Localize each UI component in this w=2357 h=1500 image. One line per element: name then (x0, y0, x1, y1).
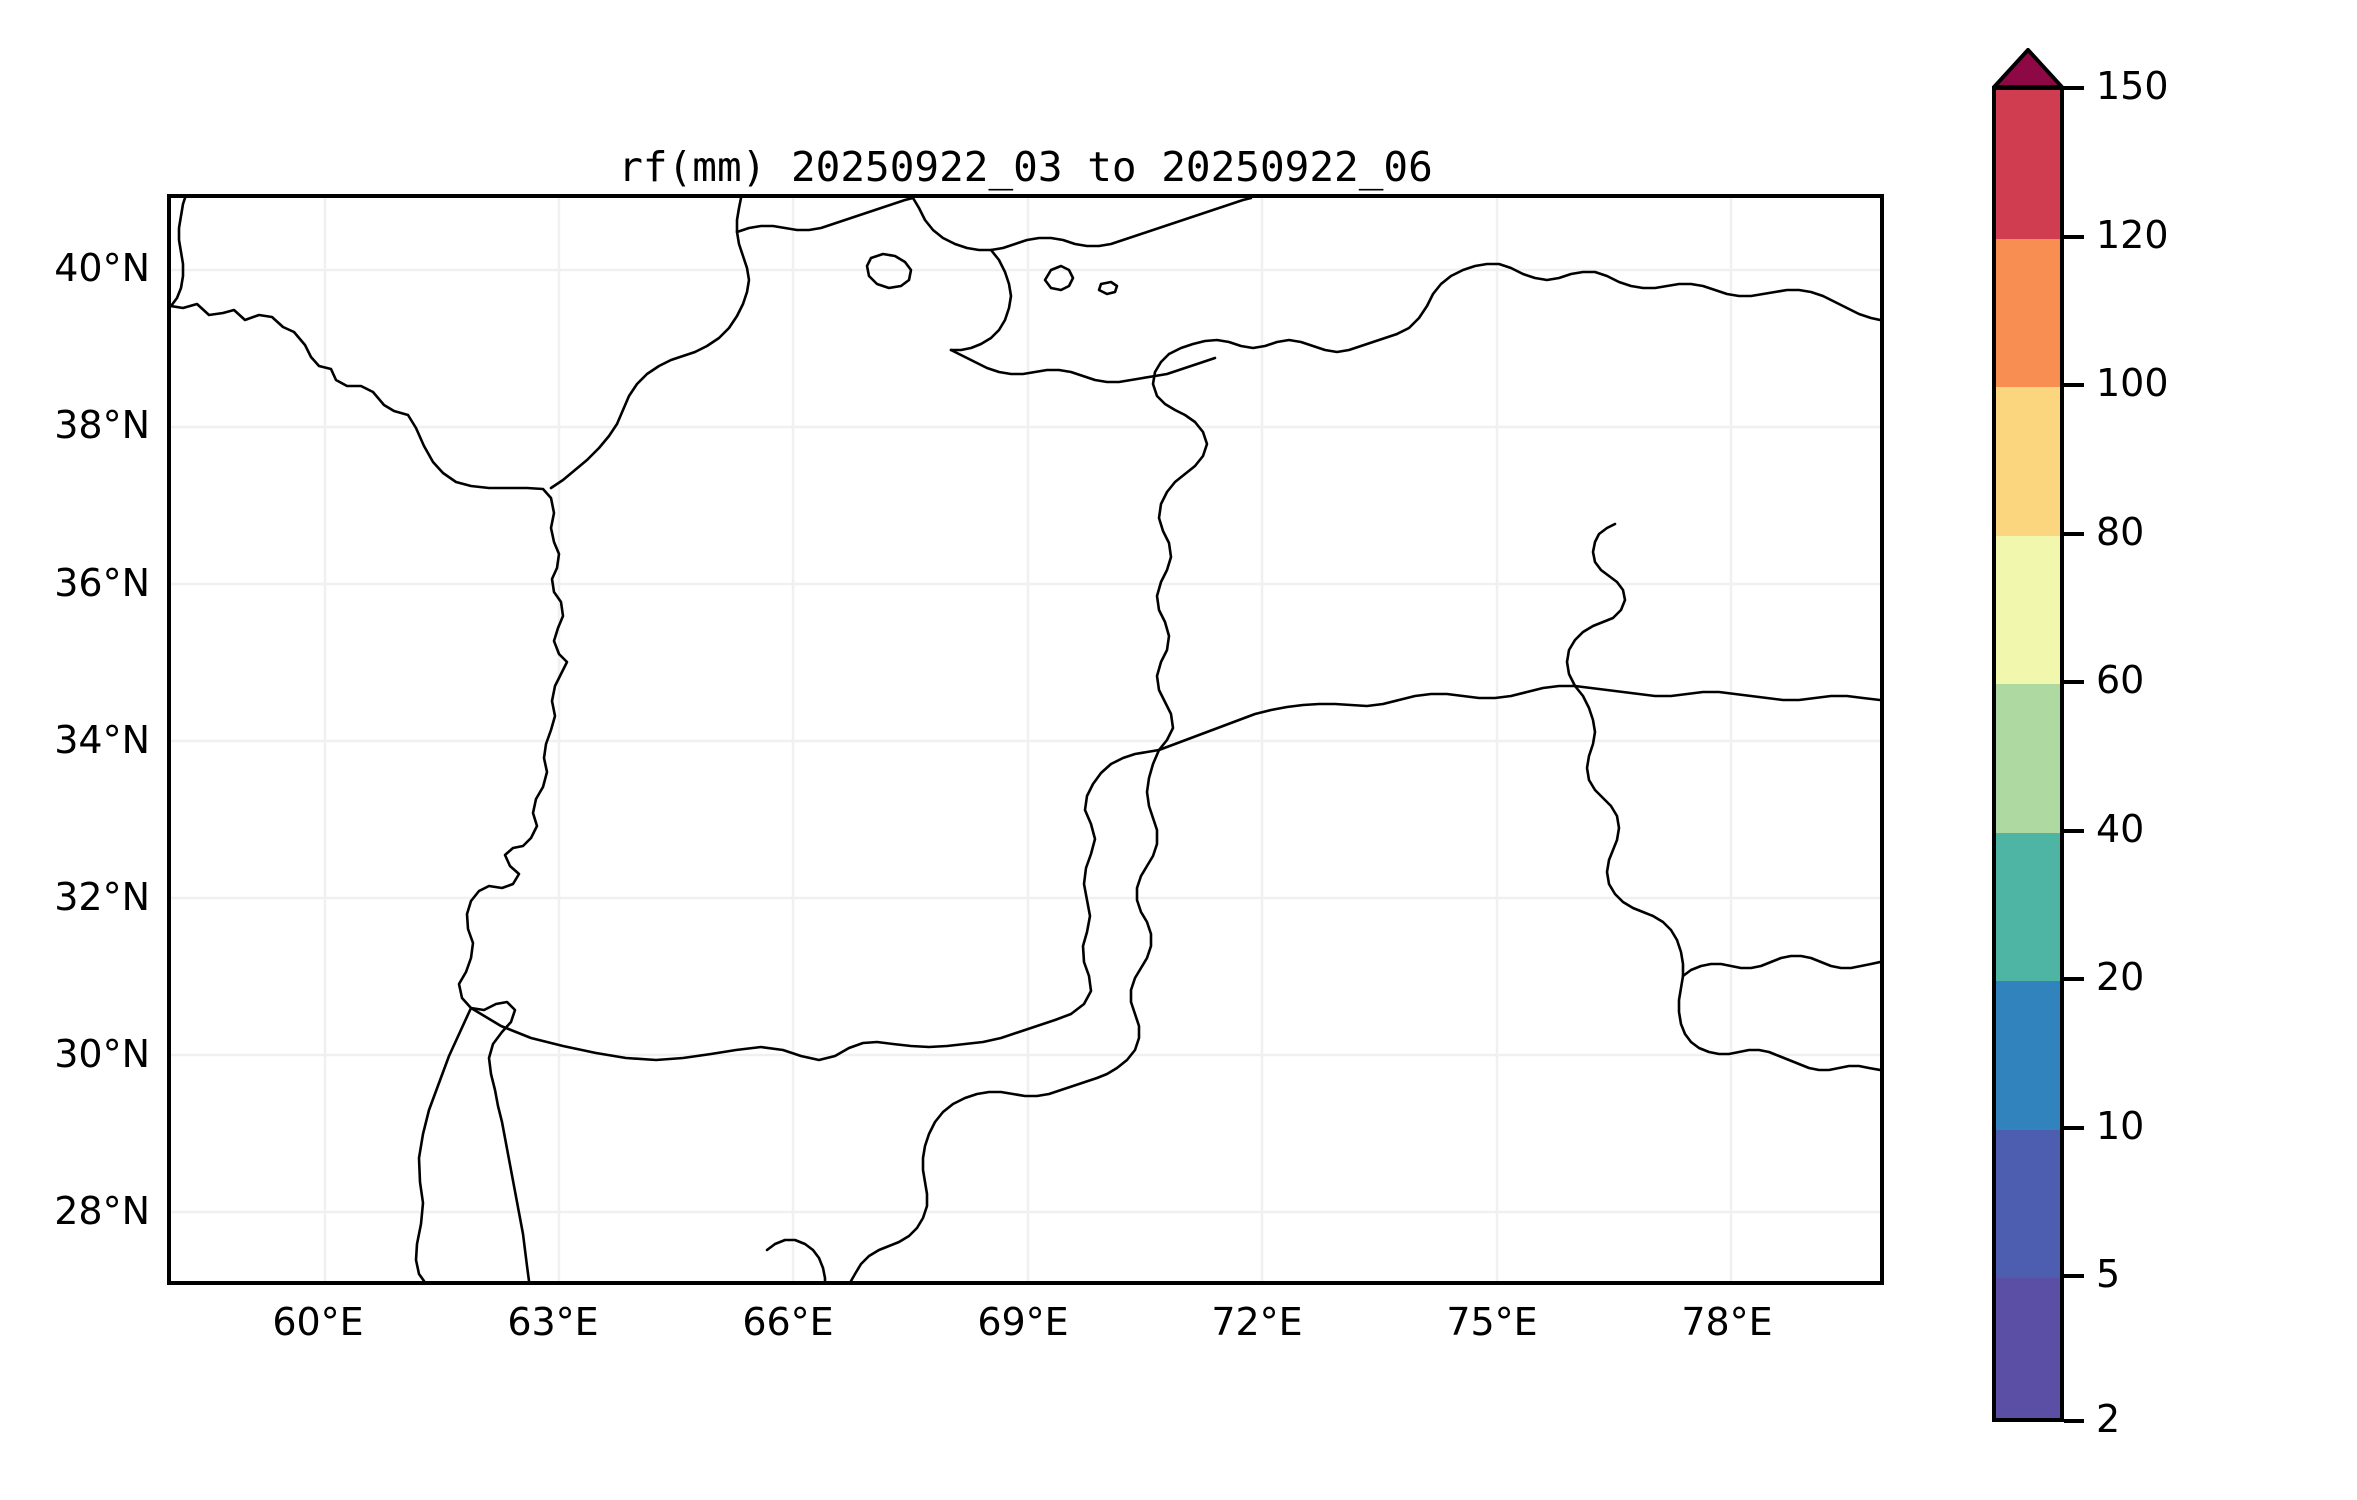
colorbar-label-2: 2 (2096, 1397, 2121, 1441)
colorbar-tick-40 (2064, 828, 2084, 833)
colorbar-body[interactable] (1992, 86, 2064, 1422)
colorbar-band-100-120 (1996, 238, 2060, 387)
colorbar-label-120: 120 (2096, 212, 2169, 257)
country-borders (171, 198, 1880, 1281)
colorbar-label-80: 80 (2096, 509, 2145, 554)
colorbar-band-20-40 (1996, 832, 2060, 981)
colorbar-tick-120 (2064, 234, 2084, 239)
colorbar-tick-2 (2064, 1419, 2084, 1423)
colorbar-label-10: 10 (2096, 1103, 2145, 1148)
xtick-label-60E: 60°E (272, 1300, 364, 1344)
colorbar-extend-arrow-icon (1992, 48, 2064, 88)
colorbar-tick-20 (2064, 977, 2084, 981)
map-axes[interactable] (167, 194, 1884, 1285)
colorbar-band-5-10 (1996, 1129, 2060, 1278)
colorbar-label-40: 40 (2096, 806, 2145, 851)
ytick-label-28N: 28°N (54, 1189, 150, 1233)
colorbar-label-100: 100 (2096, 361, 2169, 405)
ytick-label-30N: 30°N (54, 1032, 150, 1076)
colorbar[interactable]: 150 120 100 80 60 40 20 10 5 2 (1992, 48, 2169, 1441)
xtick-label-72E: 72°E (1211, 1300, 1303, 1344)
xtick-label-69E: 69°E (977, 1300, 1069, 1344)
colorbar-label-60: 60 (2096, 658, 2145, 702)
title-line-1: rf(mm) 20250922_03 to 20250922_06 (618, 143, 1433, 191)
colorbar-label-5: 5 (2096, 1252, 2121, 1296)
colorbar-tick-5 (2064, 1274, 2084, 1278)
graticule-gridlines (171, 198, 1880, 1281)
map-plot-area (171, 198, 1880, 1281)
ytick-label-38N: 38°N (54, 403, 150, 447)
ytick-label-32N: 32°N (54, 875, 150, 919)
colorbar-tick-60 (2064, 680, 2084, 684)
colorbar-tick-100 (2064, 383, 2084, 387)
colorbar-band-60-80 (1996, 535, 2060, 684)
ytick-label-34N: 34°N (54, 718, 150, 762)
colorbar-band-80-100 (1996, 387, 2060, 536)
colorbar-label-20: 20 (2096, 955, 2145, 999)
colorbar-tick-150 (2064, 86, 2084, 90)
ytick-label-36N: 36°N (54, 561, 150, 605)
colorbar-tick-80 (2064, 531, 2084, 536)
xtick-label-63E: 63°E (507, 1300, 599, 1344)
xtick-label-78E: 78°E (1681, 1300, 1773, 1344)
xtick-label-66E: 66°E (742, 1300, 834, 1344)
colorbar-band-40-60 (1996, 684, 2060, 833)
colorbar-tick-10 (2064, 1125, 2084, 1130)
xtick-label-75E: 75°E (1446, 1300, 1538, 1344)
colorbar-band-120-150 (1996, 90, 2060, 239)
colorbar-band-10-20 (1996, 981, 2060, 1130)
colorbar-label-150: 150 (2096, 64, 2169, 108)
ytick-label-40N: 40°N (54, 246, 150, 290)
colorbar-band-2-5 (1996, 1278, 2060, 1418)
